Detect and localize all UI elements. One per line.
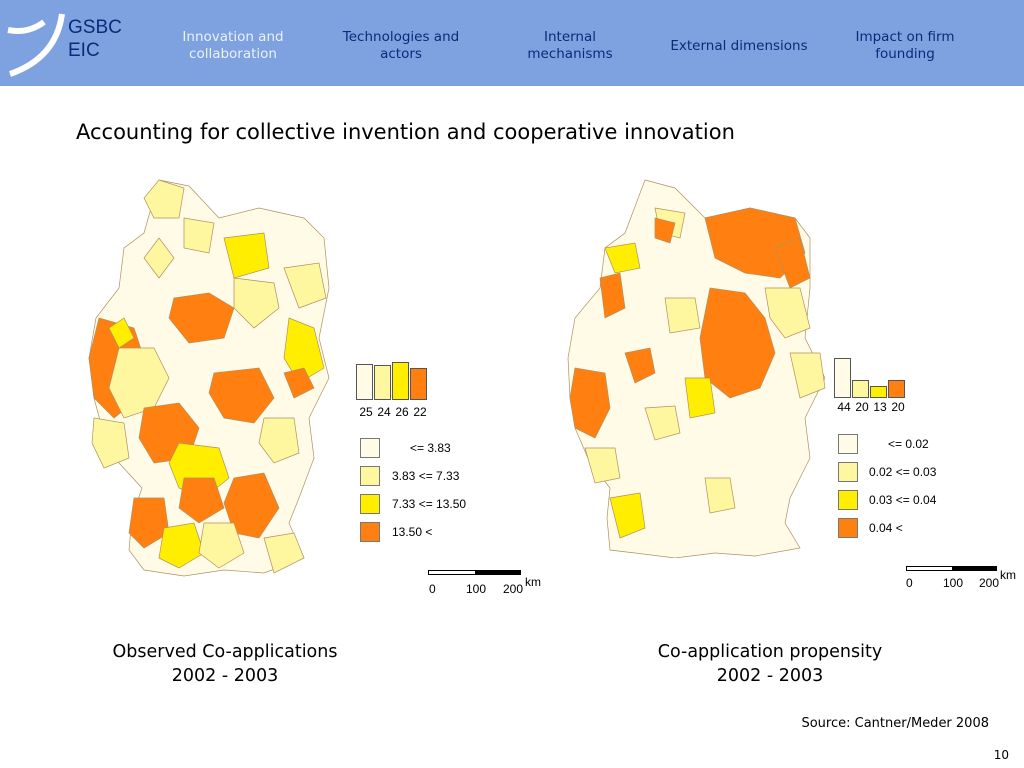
page-number: 10 xyxy=(993,748,1009,762)
map-germany-co-applications xyxy=(88,179,330,577)
nav-external-dimensions[interactable]: External dimensions xyxy=(670,37,808,54)
scale-mid: 100 xyxy=(466,582,487,596)
caption-left: Observed Co-applications 2002 - 2003 xyxy=(60,640,390,688)
count-bar-class2 xyxy=(852,380,869,398)
scale-zero: 0 xyxy=(429,582,436,596)
count-bar-class4 xyxy=(888,380,905,398)
caption-right: Co-application propensity 2002 - 2003 xyxy=(600,640,940,688)
legend-label-class3: 0.03 <= 0.04 xyxy=(869,493,937,507)
logo-icon xyxy=(7,13,65,77)
count-bar-class3 xyxy=(870,386,887,398)
legend-label-class4: 13.50 < xyxy=(392,525,433,539)
scale-zero: 0 xyxy=(906,576,913,590)
logo-line1: GSBC xyxy=(68,17,122,38)
count-label-class2: 20 xyxy=(855,400,869,414)
scale-max: 200 xyxy=(503,582,524,596)
class-count-bars-left xyxy=(356,358,431,400)
legend-label-class4: 0.04 < xyxy=(869,521,903,535)
legend-label-class2: 3.83 <= 7.33 xyxy=(392,469,460,483)
scale-max: 200 xyxy=(979,576,1000,590)
count-label-class4: 22 xyxy=(413,405,427,419)
nav-impact-firm-founding[interactable]: Impact on firm founding xyxy=(855,29,955,62)
count-bar-class1 xyxy=(356,364,373,400)
count-label-class1: 25 xyxy=(359,405,373,419)
nav-internal-mechanisms[interactable]: Internal mechanisms xyxy=(527,29,613,62)
scale-unit: km xyxy=(1000,568,1016,582)
scale-unit: km xyxy=(525,575,541,589)
class-count-bars-right xyxy=(834,356,909,398)
nav-innovation-collaboration[interactable]: Innovation and collaboration xyxy=(182,29,284,62)
legend-label-class2: 0.02 <= 0.03 xyxy=(869,465,937,479)
legend-label-class1: <= 3.83 xyxy=(410,441,451,455)
legend-swatch-class4 xyxy=(838,518,858,538)
scale-mid: 100 xyxy=(943,576,964,590)
slide-title: Accounting for collective invention and … xyxy=(76,120,735,144)
legend-swatch-class4 xyxy=(360,522,380,542)
legend-swatch-class2 xyxy=(838,462,858,482)
legend-label-class3: 7.33 <= 13.50 xyxy=(392,497,467,511)
count-label-class2: 24 xyxy=(377,405,391,419)
nav-technologies-actors[interactable]: Technologies and actors xyxy=(342,29,460,62)
source-note: Source: Cantner/Meder 2008 xyxy=(801,716,989,731)
caption-left-line1: Observed Co-applications xyxy=(112,642,338,662)
caption-left-line2: 2002 - 2003 xyxy=(171,666,279,686)
legend-swatch-class1 xyxy=(360,438,380,458)
legend-swatch-class2 xyxy=(360,466,380,486)
count-label-class3: 13 xyxy=(873,400,887,414)
map-germany-co-application-propensity xyxy=(567,179,826,558)
count-bar-class1 xyxy=(834,358,851,398)
legend-swatch-class3 xyxy=(838,490,858,510)
logo-text: GSBC EIC xyxy=(68,16,122,62)
header-bar: GSBC EIC Innovation and collaboration Te… xyxy=(0,0,1024,86)
count-bar-class2 xyxy=(374,365,391,400)
legend-swatch-class3 xyxy=(360,494,380,514)
logo-line2: EIC xyxy=(68,40,100,61)
count-label-class3: 26 xyxy=(395,405,409,419)
count-label-class1: 44 xyxy=(837,400,851,414)
legend-swatch-class1 xyxy=(838,434,858,454)
count-label-class4: 20 xyxy=(891,400,905,414)
caption-right-line1: Co-application propensity xyxy=(657,642,883,662)
legend-label-class1: <= 0.02 xyxy=(888,437,929,451)
count-bar-class4 xyxy=(410,368,427,400)
count-bar-class3 xyxy=(392,362,409,400)
caption-right-line2: 2002 - 2003 xyxy=(716,666,824,686)
